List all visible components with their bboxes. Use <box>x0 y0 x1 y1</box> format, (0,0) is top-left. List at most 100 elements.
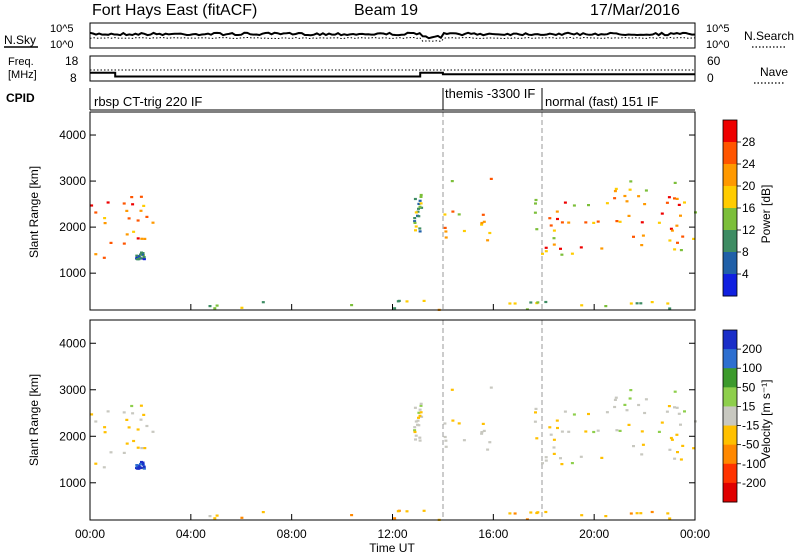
power-echo-cell <box>676 241 679 244</box>
colorbar-tick-label: -50 <box>742 438 760 452</box>
power-echo-cell <box>513 302 517 305</box>
velocity-echo-cell <box>625 409 629 412</box>
power-echo-cell <box>137 258 141 261</box>
colorbar-tick-label: 200 <box>742 342 762 356</box>
power-echo-cell <box>413 221 417 224</box>
colorbar-tick-label: -100 <box>742 457 766 471</box>
velocity-echo-cell <box>213 517 217 520</box>
x-tick-label: 08:00 <box>277 527 307 541</box>
velocity-echo-cell <box>677 412 681 415</box>
power-echo-cell <box>481 213 485 216</box>
time-axis-label: Time UT <box>369 541 415 554</box>
power-echo-cell <box>414 229 417 232</box>
power-echo-cell <box>535 228 539 231</box>
colorbar-tick-label: 20 <box>742 179 756 193</box>
power-echo-cell <box>677 203 681 206</box>
power-echo-cell <box>627 214 631 217</box>
velocity-echo-cell <box>632 445 635 448</box>
power-echo-cell <box>419 195 423 198</box>
velocity-echo-cell <box>556 426 559 430</box>
x-tick-label: 04:00 <box>176 527 206 541</box>
velocity-echo-cell <box>559 457 562 460</box>
power-echo-cell <box>673 197 676 200</box>
velocity-echo-cell <box>139 404 143 407</box>
velocity-echo-cell <box>650 510 654 514</box>
velocity-echo-cell <box>613 398 617 401</box>
power-echo-cell <box>138 256 142 259</box>
power-echo-cell <box>141 253 144 256</box>
velocity-echo-cell <box>534 411 537 414</box>
velocity-echo-cell <box>481 422 485 425</box>
power-echo-cell <box>480 223 484 226</box>
velocity-echo-cell <box>413 406 417 409</box>
power-echo-cell <box>413 220 417 223</box>
colorbar-tick-label: 50 <box>742 380 756 394</box>
velocity-echo-cell <box>444 439 448 442</box>
power-echo-cell <box>552 229 556 232</box>
power-echo-cell <box>103 222 107 225</box>
velocity-echo-cell <box>679 458 683 461</box>
velocity-echo-cell <box>131 412 135 415</box>
power-echo-cell <box>536 301 540 304</box>
cpid-segment-normal: normal (fast) 151 IF <box>545 94 658 109</box>
power-echo-cell <box>444 236 448 239</box>
power-echo-cell <box>692 237 696 240</box>
power-echo-cell <box>667 196 671 199</box>
velocity-echo-cell <box>139 462 142 466</box>
velocity-echo-cell <box>665 410 669 413</box>
velocity-echo-cell <box>480 432 484 435</box>
colorbar-tick-label: 8 <box>742 245 749 259</box>
velocity-echo-cell <box>669 436 673 440</box>
velocity-echo-cell <box>584 430 588 433</box>
velocity-echo-cell <box>90 413 94 416</box>
power-echo-cell <box>125 233 129 236</box>
velocity-echo-cell <box>106 410 110 413</box>
power-panel: 1000 2000 3000 4000 Slant Range [km] 28 24 20… <box>27 111 773 311</box>
velocity-echo-cell <box>681 444 685 447</box>
velocity-echo-cell <box>644 398 648 401</box>
power-echo-cell <box>142 204 146 207</box>
power-echo-cell <box>418 205 422 208</box>
velocity-echo-cell <box>679 423 682 426</box>
velocity-echo-cell <box>640 430 644 433</box>
power-echo-cell <box>419 202 423 205</box>
power-echo-cell <box>122 242 126 245</box>
velocity-echo-cell <box>549 433 553 436</box>
velocity-colorbar: 200 100 50 15 -15 -50 -100 -200 <box>722 329 766 503</box>
power-echo-cell <box>451 210 455 213</box>
power-echo-cell <box>668 307 672 310</box>
power-echo-cell <box>240 306 244 309</box>
power-echo-cell <box>90 204 94 207</box>
y-tick-label: 3000 <box>59 174 86 188</box>
colorbar-tick-label: 12 <box>742 223 756 237</box>
velocity-y-axis-label: Slant Range [km] <box>27 374 41 466</box>
power-echo-cell <box>420 206 424 209</box>
power-y-ticks: 1000 2000 3000 4000 <box>59 128 695 280</box>
freq-right-tick-bottom: 0 <box>707 71 714 85</box>
power-echo-cell <box>665 201 669 204</box>
power-echo-cell <box>417 215 421 218</box>
velocity-echo-cell <box>138 466 142 469</box>
power-echo-cell <box>604 305 608 308</box>
velocity-echo-cell <box>587 412 590 416</box>
power-echo-cell <box>261 301 265 304</box>
power-echo-cell <box>560 253 564 256</box>
power-echo-cell <box>625 200 629 203</box>
power-echo-cell <box>125 209 129 212</box>
velocity-echo-cell <box>135 464 139 467</box>
freq-label-1: Freq. <box>8 56 34 68</box>
velocity-echo-cell <box>552 452 556 455</box>
power-echo-cell <box>544 246 548 249</box>
power-echo-cell <box>417 202 421 205</box>
colorbar-tick-label: 4 <box>742 267 749 281</box>
power-echo-cell <box>632 235 635 238</box>
velocity-echo-cell <box>570 462 574 465</box>
velocity-echo-cell <box>666 512 670 515</box>
velocity-echo-cell <box>103 426 107 429</box>
velocity-echo-cell <box>419 411 423 414</box>
colorbar-swatch <box>723 186 737 209</box>
velocity-echo-cell <box>109 451 113 454</box>
velocity-echo-cell <box>615 429 619 432</box>
colorbar-swatch <box>723 120 737 143</box>
